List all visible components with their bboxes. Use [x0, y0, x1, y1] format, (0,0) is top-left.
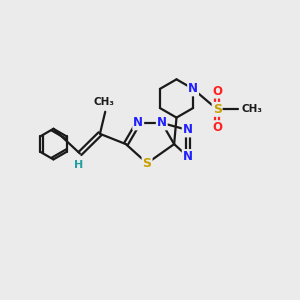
Text: O: O — [212, 121, 222, 134]
Text: N: N — [133, 116, 143, 129]
Text: N: N — [183, 150, 193, 163]
Text: N: N — [157, 116, 167, 129]
Text: CH₃: CH₃ — [93, 97, 114, 107]
Text: O: O — [212, 85, 222, 98]
Text: N: N — [183, 124, 193, 136]
Text: S: S — [142, 157, 152, 170]
Text: H: H — [74, 160, 83, 170]
Text: N: N — [188, 82, 198, 95]
Text: CH₃: CH₃ — [241, 104, 262, 114]
Text: S: S — [213, 103, 222, 116]
